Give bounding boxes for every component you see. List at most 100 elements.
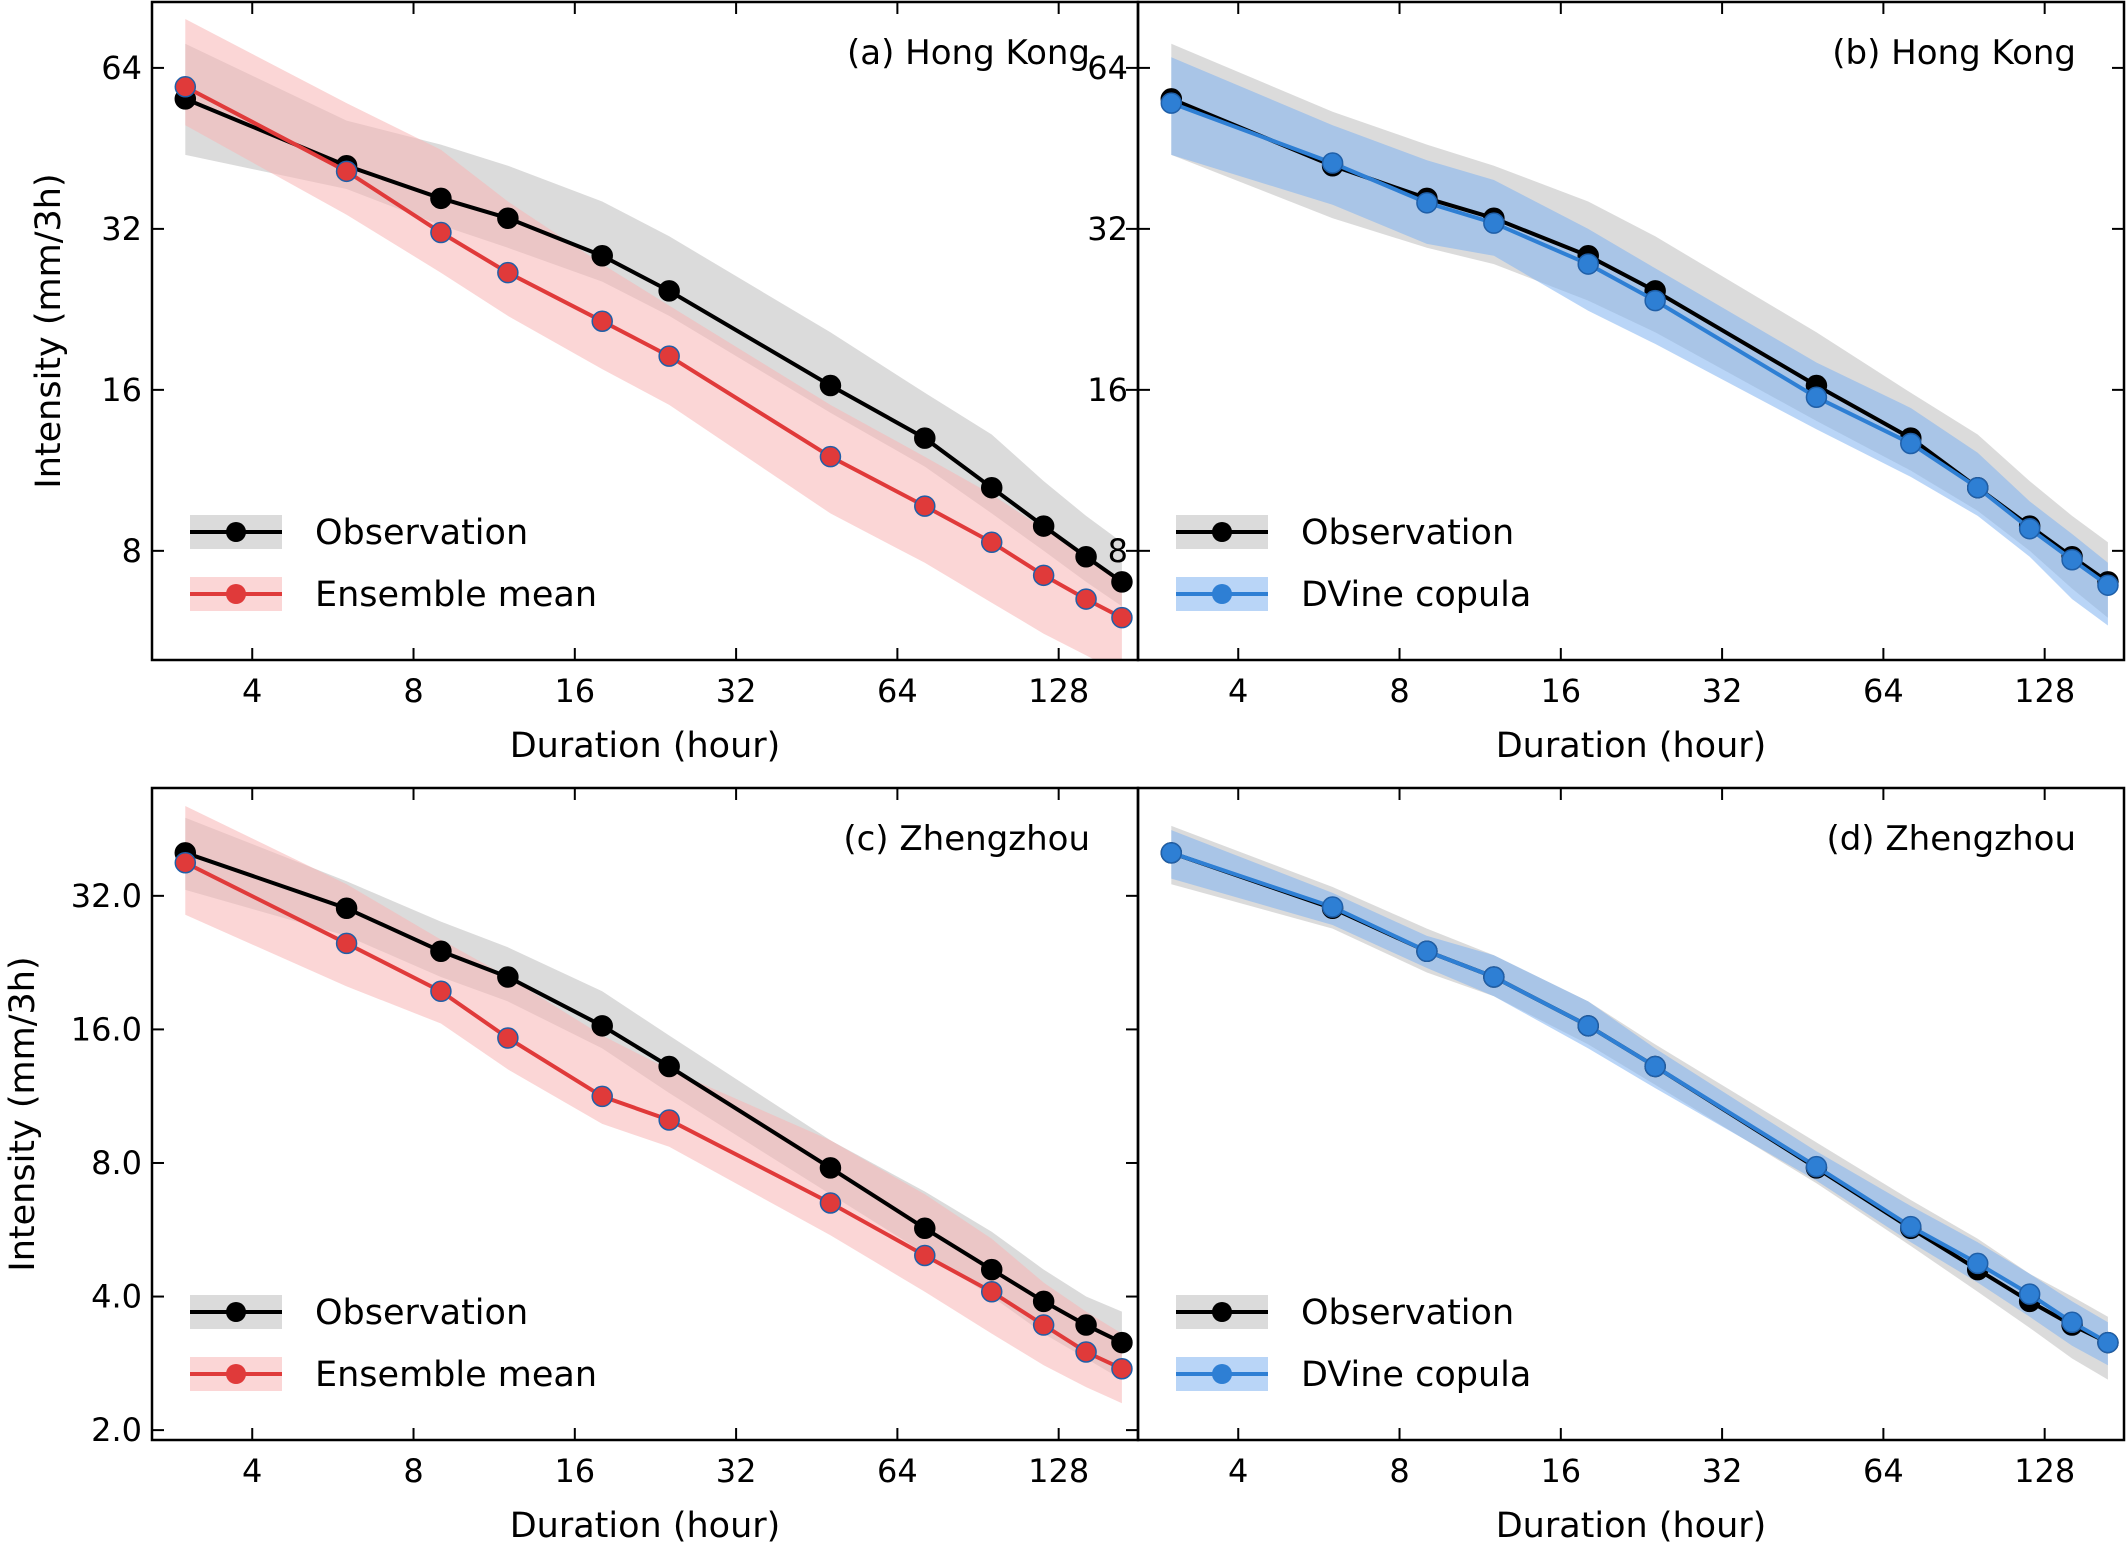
- point-dvine-copula: [2018, 517, 2041, 540]
- point-observation: [430, 940, 452, 963]
- x-tick-label: 64: [877, 672, 918, 710]
- legend-marker-dvine-copula: [1212, 1364, 1232, 1384]
- legend-marker-observation: [1212, 1302, 1232, 1322]
- point-dvine-copula: [1644, 1055, 1666, 1078]
- plot-area: [174, 806, 1133, 1404]
- point-dvine-copula: [2097, 574, 2119, 596]
- band-ensemble-mean: [185, 806, 1122, 1404]
- point-ensemble-mean: [1111, 606, 1133, 629]
- point-ensemble-mean: [980, 531, 1003, 554]
- point-observation: [1075, 1314, 1097, 1336]
- y-tick-label: 64: [1087, 49, 1128, 87]
- x-tick-label: 4: [1228, 1452, 1248, 1490]
- point-dvine-copula: [1416, 940, 1438, 963]
- x-tick-label: 8: [403, 1452, 423, 1490]
- x-tick-label: 16: [1540, 1452, 1581, 1490]
- legend-label-observation: Observation: [1301, 513, 1514, 553]
- x-tick-label: 32: [1702, 672, 1743, 710]
- point-dvine-copula: [1900, 432, 1922, 455]
- point-dvine-copula: [1805, 386, 1828, 408]
- x-tick-label: 16: [554, 1452, 595, 1490]
- axes-frame: [1136, 0, 2126, 662]
- point-ensemble-mean: [980, 1281, 1003, 1303]
- legend-label-ensemble-mean: Ensemble mean: [315, 1355, 597, 1395]
- x-tick-label: 4: [1228, 672, 1248, 710]
- y-tick-label: 16: [101, 371, 142, 409]
- point-ensemble-mean: [658, 345, 680, 367]
- point-dvine-copula: [1577, 253, 1599, 275]
- axes-frame: [1136, 786, 2126, 1442]
- point-dvine-copula: [1644, 289, 1666, 312]
- plot-area: [1160, 43, 2119, 626]
- y-tick-label: 16.0: [71, 1010, 142, 1048]
- legend: Observation Ensemble mean: [190, 513, 597, 615]
- x-axis-label: Duration (hour): [510, 1506, 781, 1546]
- panel-4: 4 8 16 32 64 128 (d) Zhengzhou Duration (hour) O…: [1136, 786, 2126, 1546]
- x-tick-label: 16: [1540, 672, 1581, 710]
- y-tick-label: 32.0: [71, 877, 142, 915]
- legend-marker-observation: [1212, 522, 1232, 542]
- legend-marker-ensemble-mean: [226, 584, 246, 604]
- point-observation: [591, 245, 613, 267]
- point-dvine-copula: [1483, 212, 1505, 234]
- point-observation: [497, 966, 519, 988]
- point-dvine-copula: [1966, 476, 1989, 499]
- y-tick-label: 32: [101, 210, 142, 248]
- panel-2: 4 8 16 32 64 128 8 16 32 64 (b) Hong Kong Duration …: [1087, 0, 2126, 766]
- band-dvine-copula: [1171, 830, 2108, 1366]
- x-tick-label: 64: [1863, 1452, 1904, 1490]
- point-observation: [980, 1258, 1003, 1281]
- legend: Observation DVine copula: [1176, 513, 1531, 615]
- point-ensemble-mean: [430, 980, 452, 1003]
- x-tick-label: 64: [1863, 672, 1904, 710]
- point-observation: [430, 187, 452, 210]
- x-axis-label: Duration (hour): [1496, 1506, 1767, 1546]
- y-tick-label: 16: [1087, 371, 1128, 409]
- legend-marker-ensemble-mean: [226, 1364, 246, 1384]
- y-tick-label: 64: [101, 49, 142, 87]
- panel-title: (a) Hong Kong: [847, 33, 1090, 73]
- point-observation: [1032, 515, 1055, 537]
- legend-label-dvine-copula: DVine copula: [1301, 575, 1531, 615]
- point-observation: [1075, 545, 1097, 568]
- point-ensemble-mean: [174, 851, 197, 874]
- point-dvine-copula: [2018, 1283, 2041, 1305]
- point-dvine-copula: [1966, 1252, 1989, 1275]
- legend-marker-dvine-copula: [1212, 584, 1232, 604]
- x-tick-label: 8: [403, 672, 423, 710]
- point-dvine-copula: [1160, 842, 1183, 864]
- point-observation: [1111, 571, 1133, 593]
- point-ensemble-mean: [497, 1027, 519, 1049]
- point-observation: [1032, 1290, 1055, 1313]
- point-observation: [658, 280, 680, 302]
- x-tick-label: 8: [1389, 1452, 1409, 1490]
- point-ensemble-mean: [914, 1244, 936, 1267]
- point-observation: [819, 374, 842, 397]
- panel-3: 4 8 16 32 64 128 2.0 4.0 8.0 16.0 32.0 (c) Zhengzho…: [3, 786, 1140, 1546]
- point-observation: [658, 1055, 680, 1078]
- point-observation: [914, 1217, 936, 1240]
- y-axis-label: Intensity (mm/3h): [29, 173, 69, 488]
- band-dvine-copula: [1171, 57, 2108, 626]
- point-dvine-copula: [1416, 192, 1438, 214]
- point-ensemble-mean: [658, 1109, 680, 1131]
- x-tick-label: 8: [1389, 672, 1409, 710]
- legend-label-observation: Observation: [315, 1293, 528, 1333]
- x-axis-label: Duration (hour): [510, 726, 781, 766]
- legend: Observation Ensemble mean: [190, 1293, 597, 1395]
- x-axis-label: Duration (hour): [1496, 726, 1767, 766]
- x-tick-label: 16: [554, 672, 595, 710]
- plot-area: [174, 19, 1133, 660]
- point-dvine-copula: [1577, 1015, 1599, 1037]
- x-tick-label: 32: [716, 1452, 757, 1490]
- point-ensemble-mean: [1075, 588, 1097, 610]
- y-tick-label: 8: [1108, 532, 1128, 570]
- point-dvine-copula: [1805, 1155, 1828, 1178]
- point-ensemble-mean: [174, 76, 197, 98]
- point-ensemble-mean: [819, 1192, 842, 1214]
- point-ensemble-mean: [497, 261, 519, 284]
- point-dvine-copula: [1321, 896, 1344, 918]
- point-ensemble-mean: [591, 310, 613, 332]
- point-ensemble-mean: [914, 495, 936, 517]
